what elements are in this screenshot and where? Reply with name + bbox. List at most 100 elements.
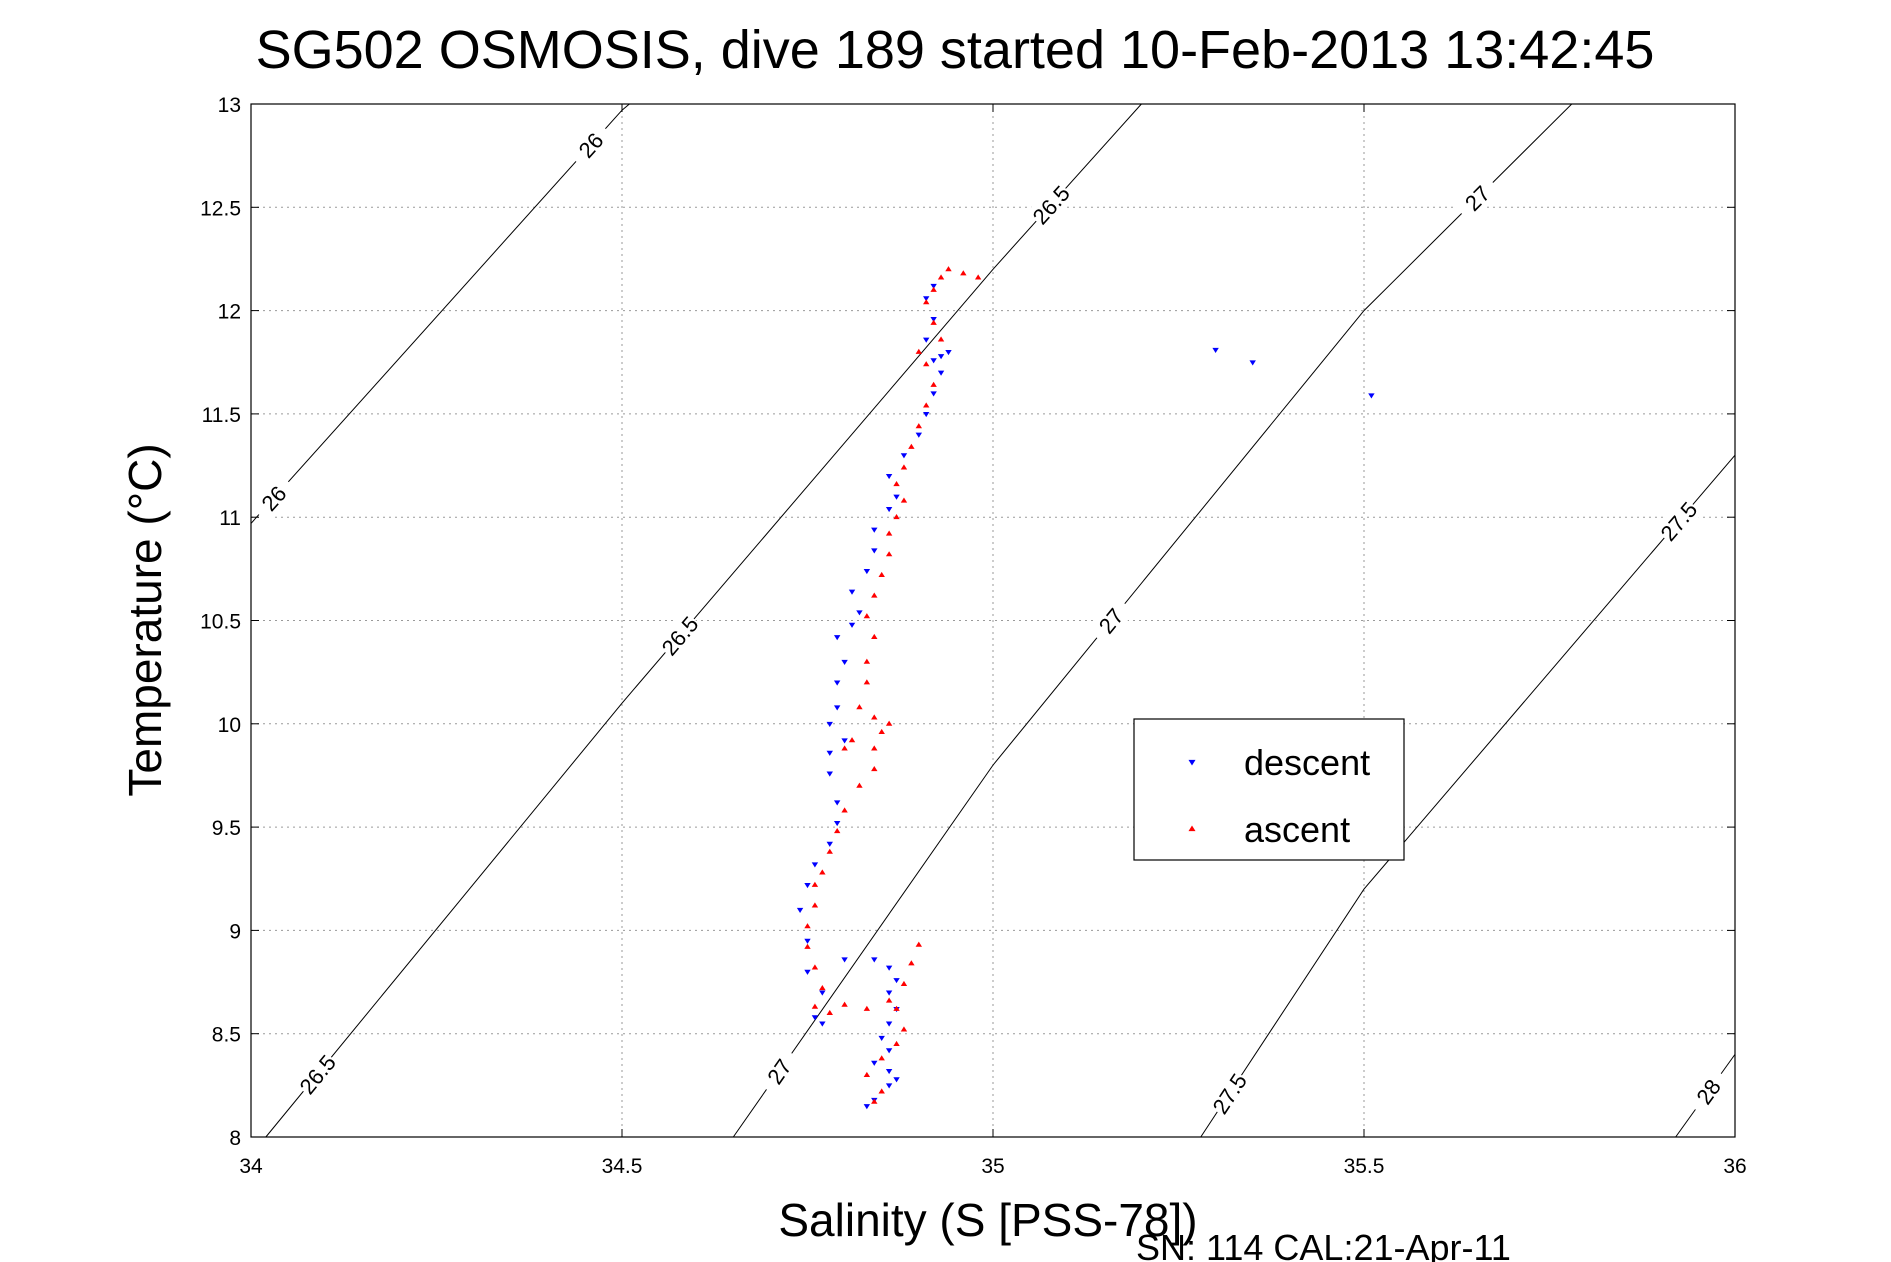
ascent-point	[885, 530, 893, 536]
descent-point	[923, 337, 930, 343]
descent-point	[937, 370, 945, 376]
ascent-point	[885, 551, 893, 557]
ascent-point	[937, 274, 945, 280]
ascent-point	[863, 613, 871, 619]
descent-point	[900, 453, 908, 459]
data-markers	[796, 266, 1375, 1110]
descent-point	[833, 800, 841, 806]
y-tick-label: 10.5	[200, 611, 241, 634]
ascent-point	[900, 1026, 908, 1032]
descent-point	[1212, 347, 1219, 354]
ascent-point	[974, 274, 982, 280]
descent-point	[848, 589, 856, 595]
legend-label-descent: descent	[1244, 742, 1370, 783]
serial-calibration-note: SN: 114 CAL:21-Apr-11	[1136, 1227, 1511, 1262]
ascent-point	[826, 1009, 833, 1015]
descent-point	[885, 1083, 893, 1089]
ascent-point	[833, 828, 841, 834]
x-tick-label: 35	[981, 1155, 1004, 1178]
descent-point	[833, 821, 841, 827]
ascent-point	[841, 807, 848, 813]
ascent-point	[923, 361, 930, 367]
descent-point	[871, 1060, 878, 1066]
ascent-point	[841, 1001, 848, 1007]
legend-label-ascent: ascent	[1244, 809, 1350, 850]
ascent-point	[811, 902, 819, 908]
x-axis-ticks: 34 34.5 35 35.5 36	[239, 104, 1747, 1178]
descent-point	[863, 1104, 871, 1110]
ascent-point	[871, 714, 878, 720]
ascent-point	[804, 943, 811, 949]
ascent-point	[908, 960, 915, 966]
descent-point	[833, 635, 841, 641]
descent-point	[841, 738, 848, 744]
ascent-point	[937, 336, 945, 342]
legend-box	[1133, 718, 1405, 861]
contour-label-background	[1026, 179, 1076, 230]
descent-point	[885, 965, 893, 971]
descent-point	[885, 1048, 893, 1054]
ascent-point	[893, 1005, 900, 1011]
ascent-point	[871, 633, 878, 639]
descent-point	[804, 938, 811, 944]
descent-point	[856, 610, 863, 616]
ascent-point	[871, 766, 878, 772]
descent-point	[893, 978, 900, 984]
ascent-point	[856, 782, 863, 788]
ascent-point	[863, 1005, 871, 1011]
ascent-point	[908, 443, 915, 449]
contour-label-background	[1684, 1066, 1732, 1118]
ascent-point	[811, 1003, 819, 1009]
ascent-point	[878, 571, 885, 577]
legend-marker-descent-glyph	[1188, 759, 1196, 766]
contour-label-background	[755, 1045, 803, 1097]
contour-label-background	[1206, 1067, 1253, 1120]
descent-point	[804, 969, 811, 975]
ascent-point	[960, 270, 967, 276]
descent-point	[819, 990, 826, 996]
contour-label: 26.5	[295, 1050, 341, 1099]
descent-point	[930, 358, 937, 364]
ascent-point	[900, 464, 908, 470]
descent-point	[1249, 360, 1256, 366]
y-tick-label: 11	[219, 507, 241, 530]
descent-point	[893, 1077, 900, 1083]
ascent-point	[900, 980, 908, 987]
legend: descent ascent	[1133, 718, 1405, 861]
ascent-point	[804, 923, 811, 929]
legend-marker-descent	[1188, 759, 1196, 766]
density-contour-line	[265, 103, 1142, 1138]
ascent-point	[819, 985, 826, 991]
ascent-point	[923, 299, 930, 305]
ascent-point	[930, 381, 937, 387]
density-contour-line	[1200, 454, 1736, 1138]
legend-marker-ascent-glyph	[1188, 825, 1196, 832]
ascent-point	[930, 286, 937, 292]
y-tick-label: 8.5	[212, 1024, 241, 1047]
ascent-point	[885, 720, 893, 726]
descent-point	[930, 283, 937, 290]
ascent-point	[871, 745, 878, 751]
ascent-point	[878, 728, 885, 734]
y-tick-label: 9.5	[212, 817, 241, 840]
descent-point	[819, 1021, 826, 1027]
contour-label-background	[566, 119, 616, 171]
ascent-point	[871, 1098, 878, 1104]
contour-label-background	[1086, 595, 1135, 646]
contour-label: 27.5	[1656, 497, 1703, 546]
ascent-point	[878, 1088, 885, 1094]
ascent-point	[863, 679, 871, 685]
ascent-point	[893, 514, 900, 520]
contour-label-background	[1654, 495, 1703, 547]
descent-point	[811, 862, 819, 868]
descent-point	[841, 659, 848, 666]
ascent-point	[841, 745, 848, 751]
ascent-point	[893, 1040, 900, 1046]
ascent-point	[811, 881, 819, 887]
ascent-point	[878, 1055, 885, 1061]
ascent-point	[915, 348, 922, 354]
descent-point	[893, 494, 900, 500]
descent-point	[841, 957, 848, 963]
descent-point	[915, 432, 922, 438]
